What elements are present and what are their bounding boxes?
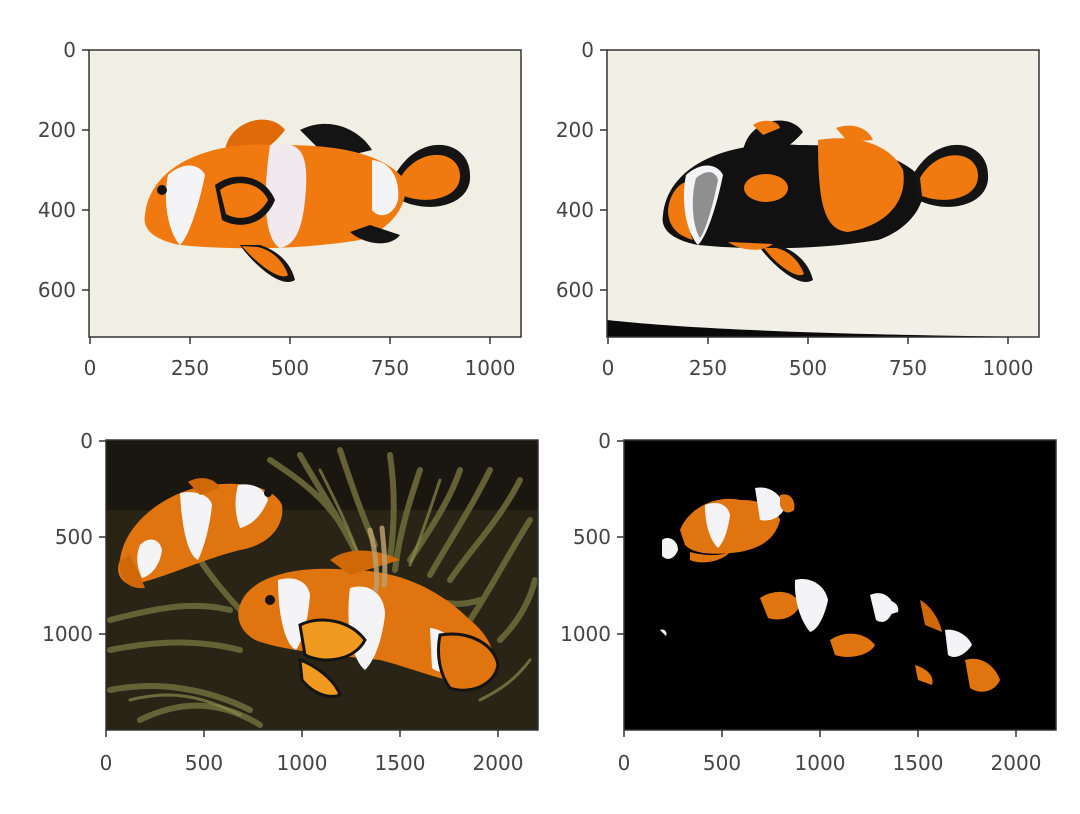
clownfish-upper xyxy=(118,478,283,589)
x-tick-label: 0 xyxy=(100,751,113,775)
x-tick-label: 1500 xyxy=(375,751,426,775)
segmented-clownfish xyxy=(662,120,989,282)
y-tick-label: 500 xyxy=(55,525,93,549)
y-axis: 0 500 1000 xyxy=(560,429,624,646)
y-tick-label: 400 xyxy=(556,198,594,222)
clownfish-lower xyxy=(238,550,500,698)
y-tick-label: 0 xyxy=(598,429,611,453)
x-tick-label: 500 xyxy=(185,751,223,775)
x-tick-label: 250 xyxy=(689,356,727,380)
x-axis: 0 500 1000 1500 2000 xyxy=(100,730,524,775)
x-axis: 0 250 500 750 1000 xyxy=(84,337,516,380)
anemone xyxy=(107,447,538,728)
y-tick-label: 500 xyxy=(573,525,611,549)
x-tick-label: 1000 xyxy=(277,751,328,775)
x-tick-label: 1500 xyxy=(893,751,944,775)
x-tick-label: 1000 xyxy=(795,751,846,775)
x-tick-label: 2000 xyxy=(991,751,1042,775)
y-tick-label: 400 xyxy=(38,198,76,222)
x-tick-label: 500 xyxy=(703,751,741,775)
x-tick-label: 0 xyxy=(618,751,631,775)
x-tick-label: 500 xyxy=(789,356,827,380)
x-tick-label: 0 xyxy=(84,356,97,380)
y-tick-label: 0 xyxy=(80,429,93,453)
y-axis: 0 200 400 600 xyxy=(38,38,89,302)
x-tick-label: 2000 xyxy=(473,751,524,775)
x-tick-label: 750 xyxy=(889,356,927,380)
y-tick-label: 600 xyxy=(38,278,76,302)
x-tick-label: 0 xyxy=(602,356,615,380)
x-tick-label: 1000 xyxy=(983,356,1034,380)
x-tick-label: 750 xyxy=(371,356,409,380)
y-tick-label: 200 xyxy=(38,118,76,142)
panel-bottom-right: 0 500 1000 0 500 1000 1500 2000 xyxy=(560,429,1057,775)
y-tick-label: 0 xyxy=(63,38,76,62)
x-axis: 0 250 500 750 1000 xyxy=(602,337,1034,380)
x-tick-label: 1000 xyxy=(465,356,516,380)
y-axis: 0 500 1000 xyxy=(42,429,106,646)
y-tick-label: 1000 xyxy=(42,622,93,646)
y-tick-label: 0 xyxy=(581,38,594,62)
segmented-fish-fragments xyxy=(660,487,1000,692)
panel-top-right: 0 200 400 600 0 250 500 750 1000 xyxy=(556,38,1040,380)
y-tick-label: 200 xyxy=(556,118,594,142)
panel-bottom-left: 0 500 1000 0 500 1000 1500 2000 xyxy=(42,429,539,775)
panel-top-left: 0 200 400 600 0 250 500 750 1000 xyxy=(38,38,522,380)
y-axis: 0 200 400 600 xyxy=(556,38,607,302)
x-tick-label: 250 xyxy=(171,356,209,380)
y-tick-label: 1000 xyxy=(560,622,611,646)
x-tick-label: 500 xyxy=(271,356,309,380)
x-axis: 0 500 1000 1500 2000 xyxy=(618,730,1042,775)
y-tick-label: 600 xyxy=(556,278,594,302)
